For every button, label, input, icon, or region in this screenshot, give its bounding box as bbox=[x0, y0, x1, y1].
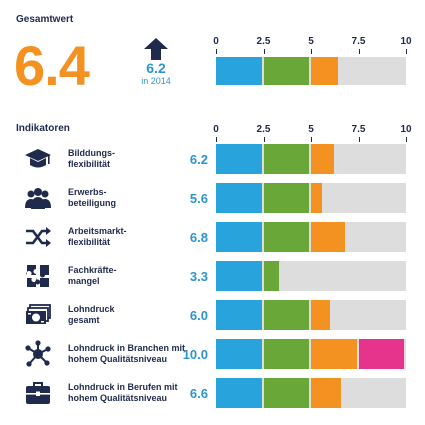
axis-top-tick-label: 7.5 bbox=[351, 36, 366, 47]
axis-top-tick-label: 5 bbox=[308, 36, 314, 47]
indicator-bar-segment-2 bbox=[263, 222, 309, 252]
indicator-value: 6.0 bbox=[189, 308, 208, 323]
indicator-label: Fachkräfte- mangel bbox=[68, 265, 117, 286]
indicator-label: Bilddungs- flexibilität bbox=[68, 148, 115, 169]
indicator-value: 6.6 bbox=[189, 386, 208, 401]
indicator-bar-segment-3 bbox=[311, 300, 330, 330]
axis-indicators-tick-mark bbox=[406, 137, 407, 142]
indicator-label: Erwerbs- beteiligung bbox=[68, 187, 116, 208]
previous-year-label: in 2014 bbox=[141, 76, 171, 86]
indicator-bar-segment-3 bbox=[311, 222, 346, 252]
indicator-bar bbox=[216, 378, 406, 408]
overall-bar-segment-3 bbox=[311, 57, 338, 85]
indicator-bar-segment-1 bbox=[216, 183, 262, 213]
indicator-bar-segment-2 bbox=[263, 261, 279, 291]
indicator-bar-segment-3 bbox=[311, 144, 334, 174]
overall-bar-segment-1 bbox=[216, 57, 262, 85]
indicator-value: 6.2 bbox=[189, 152, 208, 167]
indicator-label: Lohndruck in Branchen mit hohem Qualität… bbox=[68, 343, 186, 364]
indicator-bar bbox=[216, 222, 406, 252]
indicator-bar-segment-3 bbox=[311, 183, 323, 213]
puzzle-pieces-icon bbox=[24, 262, 52, 290]
axis-indicators-tick-mark bbox=[358, 137, 360, 142]
indicator-bar-segment-3 bbox=[311, 378, 342, 408]
indicator-bar bbox=[216, 144, 406, 174]
previous-value: 6.2 bbox=[146, 60, 166, 76]
indicator-bar-segment-4 bbox=[358, 339, 404, 369]
indicator-bar bbox=[216, 300, 406, 330]
axis-top-tick-mark bbox=[406, 49, 407, 54]
axis-top-tick-mark bbox=[358, 49, 360, 54]
overall-value: 6.4 bbox=[14, 34, 90, 97]
indicator-bar bbox=[216, 183, 406, 213]
axis-top-tick-label: 0 bbox=[213, 36, 219, 47]
indicator-value: 5.6 bbox=[189, 191, 208, 206]
axis-top-tick-label: 10 bbox=[400, 36, 412, 47]
money-bills-icon bbox=[24, 301, 52, 329]
indicator-bar-segment-2 bbox=[263, 183, 309, 213]
indicator-label: Arbeitsmarkt- flexibilität bbox=[68, 226, 127, 247]
axis-indicators-tick-mark bbox=[311, 137, 312, 142]
section-title-overall: Gesamtwert bbox=[16, 14, 74, 25]
indicator-bar-segment-2 bbox=[263, 378, 309, 408]
briefcase-icon bbox=[24, 379, 52, 407]
indicator-bar-segment-1 bbox=[216, 261, 262, 291]
indicator-bar-segment-2 bbox=[263, 300, 309, 330]
axis-indicators-tick-label: 10 bbox=[400, 124, 412, 135]
axis-indicators-tick-label: 2.5 bbox=[256, 124, 271, 135]
shuffle-arrows-icon bbox=[24, 223, 52, 251]
indicator-bar-segment-1 bbox=[216, 144, 262, 174]
network-nodes-icon bbox=[24, 340, 52, 368]
indicator-label: Lohndruck in Berufen mit hohem Qualitäts… bbox=[68, 382, 178, 403]
graduation-cap-icon bbox=[24, 145, 52, 173]
axis-indicators-tick-mark bbox=[216, 137, 217, 142]
axis-top-tick-label: 2.5 bbox=[256, 36, 271, 47]
indicator-value: 3.3 bbox=[189, 269, 208, 284]
indicator-value: 10.0 bbox=[182, 347, 208, 362]
indicator-bar-segment-3 bbox=[311, 339, 357, 369]
axis-top-tick-mark bbox=[263, 49, 265, 54]
indicator-bar-segment-2 bbox=[263, 339, 309, 369]
indicator-bar-segment-1 bbox=[216, 300, 262, 330]
axis-indicators-tick-label: 5 bbox=[308, 124, 314, 135]
indicator-value: 6.8 bbox=[189, 230, 208, 245]
indicator-bar-segment-1 bbox=[216, 339, 262, 369]
indicator-bar-segment-2 bbox=[263, 144, 309, 174]
indicator-label: Lohndruck gesamt bbox=[68, 304, 115, 325]
overall-bar bbox=[216, 57, 406, 85]
people-group-icon bbox=[24, 184, 52, 212]
axis-top-tick-mark bbox=[311, 49, 312, 54]
indicator-bar bbox=[216, 339, 406, 369]
axis-indicators-tick-label: 0 bbox=[213, 124, 219, 135]
axis-top-tick-mark bbox=[216, 49, 217, 54]
indicator-bar-segment-1 bbox=[216, 222, 262, 252]
section-title-indicators: Indikatoren bbox=[16, 123, 70, 134]
overall-bar-segment-2 bbox=[263, 57, 309, 85]
indicator-bar-segment-1 bbox=[216, 378, 262, 408]
indicator-bar bbox=[216, 261, 406, 291]
axis-indicators-tick-mark bbox=[263, 137, 265, 142]
arrow-up-icon bbox=[144, 38, 168, 60]
axis-indicators-tick-label: 7.5 bbox=[351, 124, 366, 135]
